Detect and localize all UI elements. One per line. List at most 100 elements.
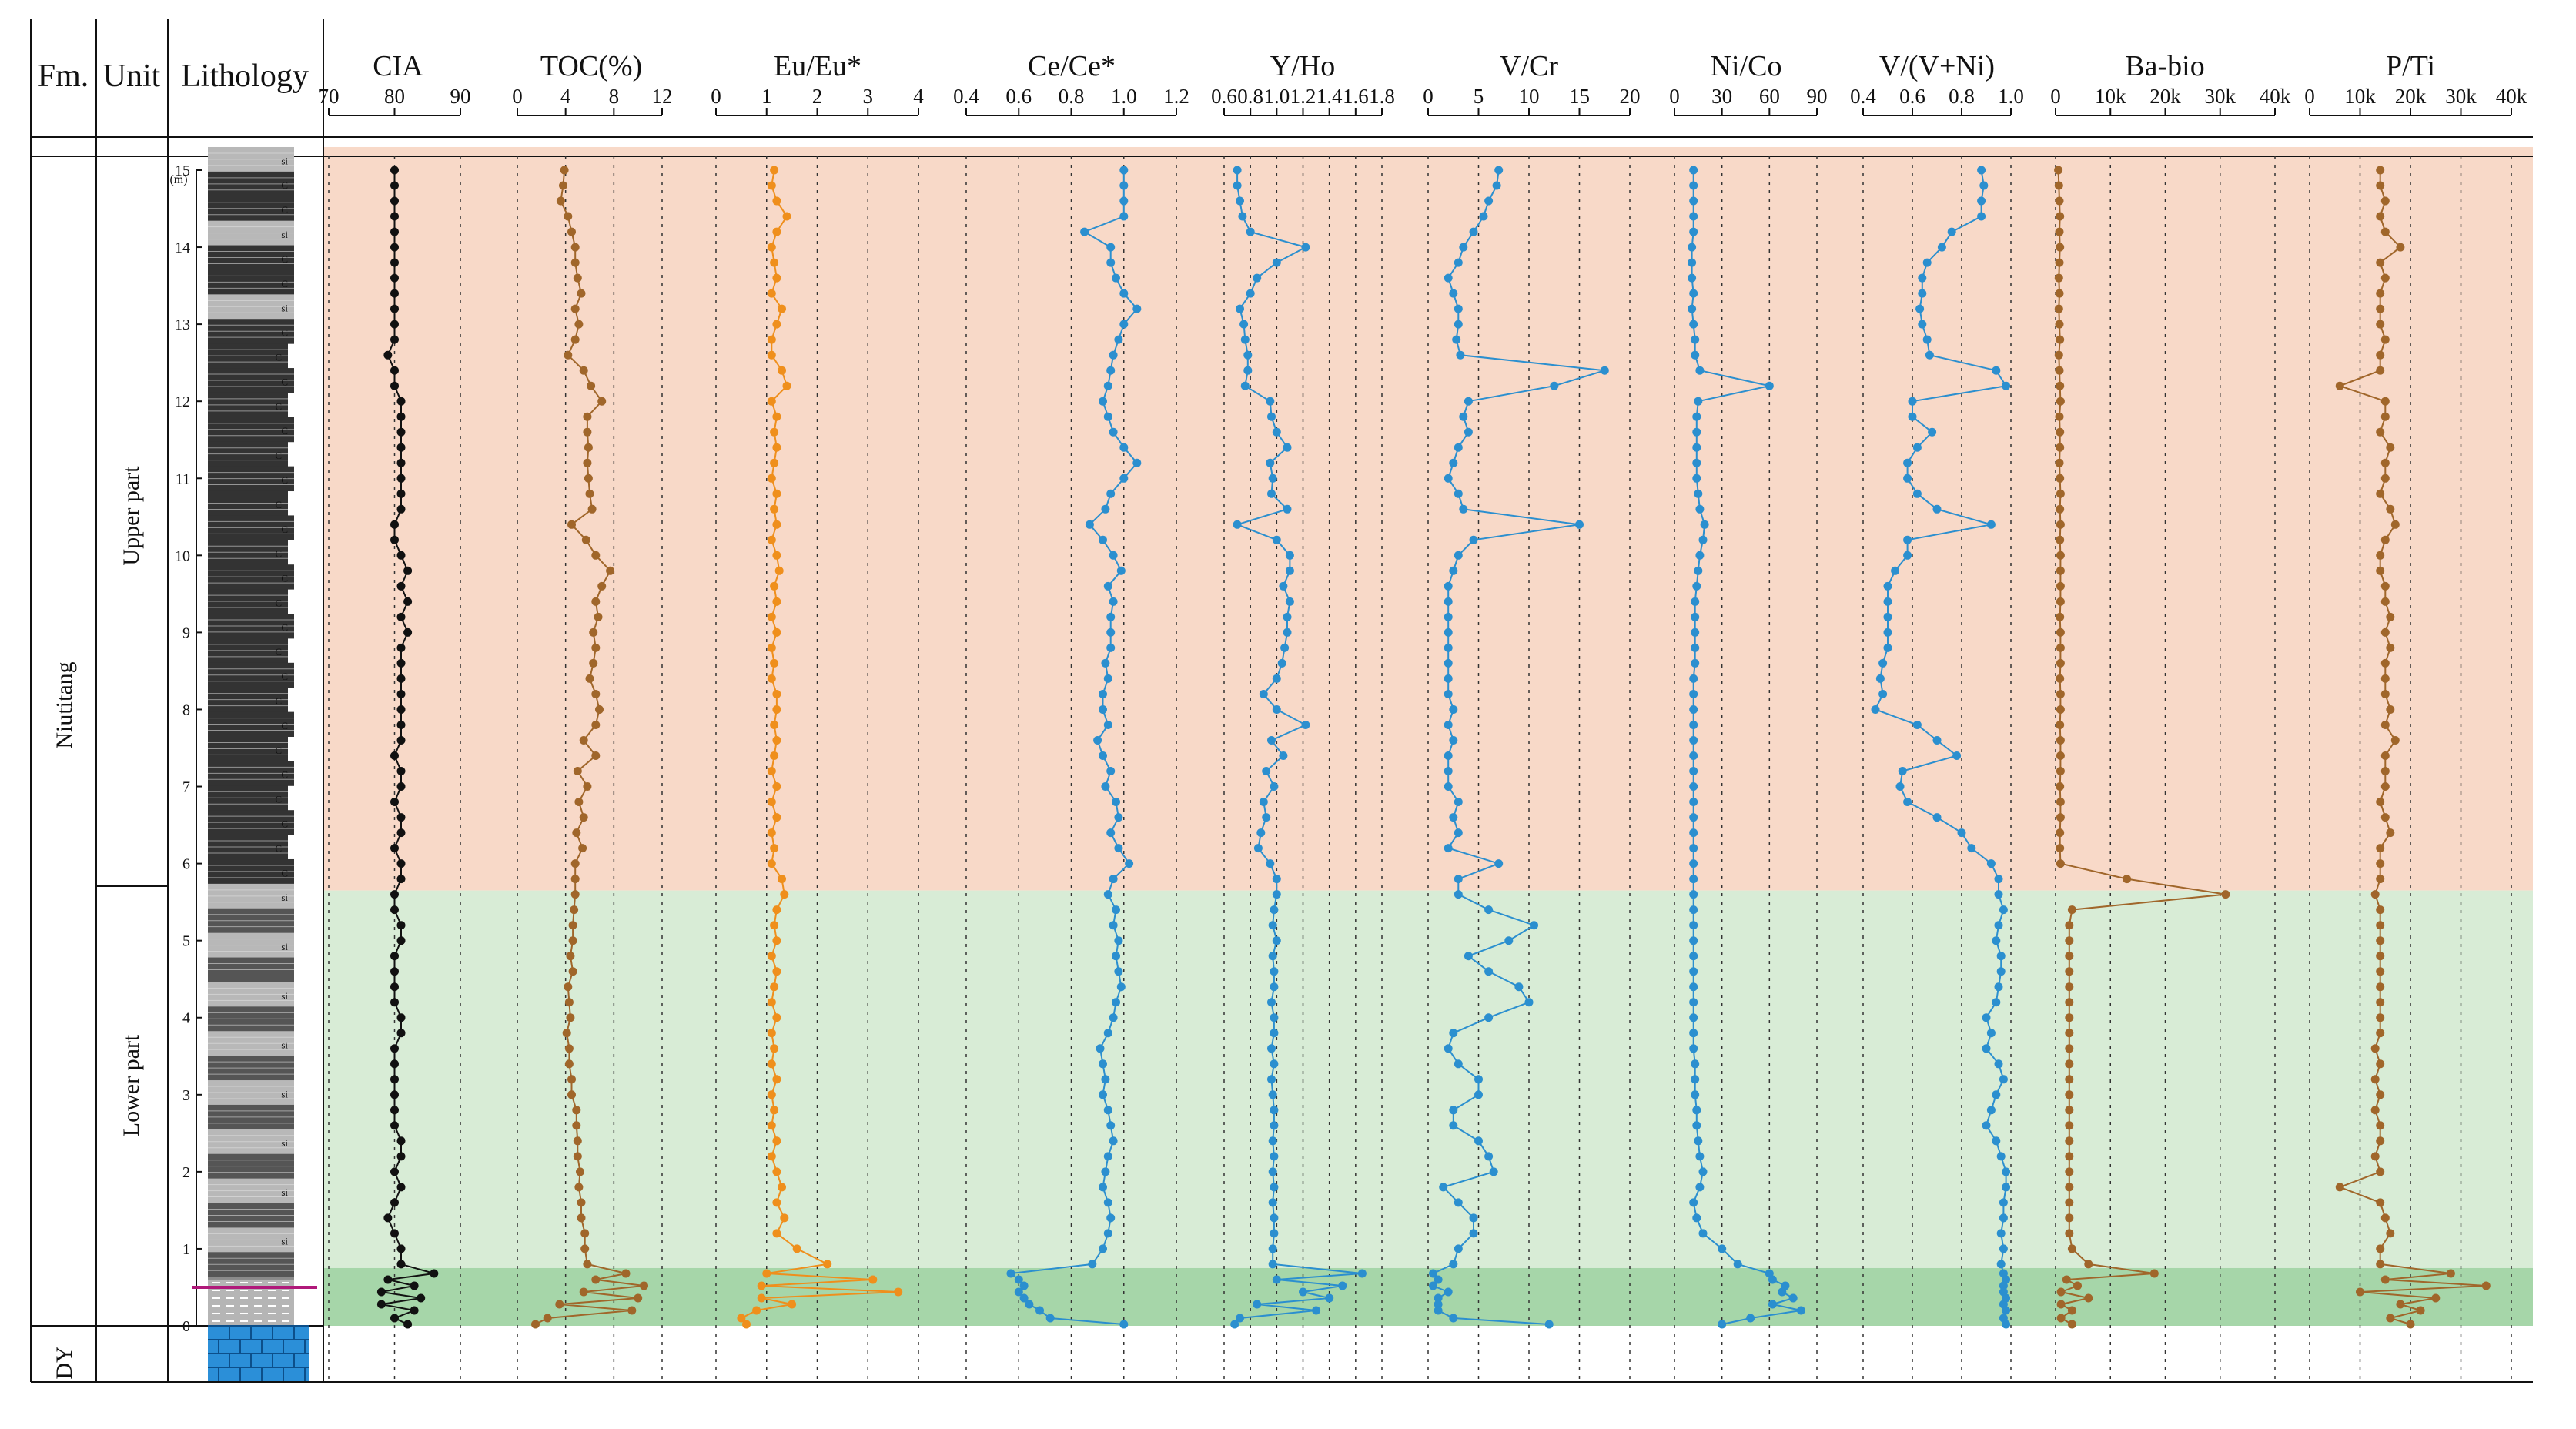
data-point <box>1243 350 1253 360</box>
lithology-label: si <box>281 155 288 166</box>
data-point <box>1285 551 1294 560</box>
data-point <box>396 1013 406 1022</box>
data-point <box>2386 443 2395 452</box>
data-point <box>578 844 587 853</box>
data-point <box>1967 844 1976 853</box>
data-point <box>2481 1281 2491 1290</box>
data-point <box>1109 597 1118 606</box>
data-point <box>1454 828 1463 838</box>
data-point <box>572 828 581 838</box>
data-point <box>2376 1198 2385 1207</box>
data-point <box>767 674 776 683</box>
series-tick-label: 15 <box>1569 85 1590 108</box>
series-tick-label: 10 <box>1519 85 1540 108</box>
data-point <box>2376 1260 2385 1269</box>
data-point <box>1106 828 1116 838</box>
data-point <box>767 335 776 344</box>
data-point <box>1099 535 1107 544</box>
data-point <box>2380 751 2390 760</box>
data-point <box>1689 736 1698 745</box>
data-point <box>1883 643 1892 652</box>
data-point <box>396 690 406 698</box>
data-point <box>2335 381 2344 390</box>
data-point <box>2356 1287 2364 1297</box>
data-point <box>1898 767 1907 775</box>
data-point <box>1106 767 1116 775</box>
data-point <box>767 350 776 360</box>
data-point <box>2396 243 2405 252</box>
fm-header: Fm. <box>38 59 89 94</box>
data-point <box>1992 366 2001 375</box>
data-point <box>390 273 399 283</box>
data-point <box>1449 289 1458 298</box>
data-point <box>1088 1260 1097 1269</box>
data-point <box>396 474 406 483</box>
data-point <box>390 952 399 961</box>
lithology-label: C <box>281 327 288 339</box>
data-point <box>1301 721 1310 729</box>
data-point <box>1019 1293 1029 1303</box>
lithology-label: C <box>281 621 288 633</box>
data-point <box>1103 890 1112 899</box>
data-point <box>570 243 580 252</box>
data-point <box>1986 520 1996 529</box>
data-point <box>1691 643 1700 652</box>
data-point <box>1270 1059 1279 1069</box>
data-point <box>1270 782 1279 791</box>
data-point <box>627 1306 637 1315</box>
lithology-label: C <box>275 597 282 608</box>
data-point <box>1099 1090 1107 1099</box>
data-point <box>566 952 575 961</box>
data-point <box>2056 597 2065 606</box>
data-point <box>2386 828 2395 838</box>
data-point <box>390 905 399 915</box>
data-point <box>2056 1314 2066 1323</box>
data-point <box>1080 227 1089 236</box>
data-point <box>570 905 579 915</box>
data-point <box>1871 705 1880 714</box>
data-point <box>2380 196 2390 206</box>
data-point <box>1268 1136 1277 1146</box>
lithology-label: C <box>281 524 288 535</box>
data-point <box>2056 397 2065 406</box>
data-point <box>767 397 776 406</box>
data-point <box>621 1269 631 1278</box>
data-point <box>1449 566 1458 575</box>
data-point <box>1718 1320 1727 1329</box>
data-point <box>403 1320 413 1329</box>
lithology-label: si <box>281 941 288 952</box>
data-point <box>772 520 781 529</box>
data-point <box>1464 397 1473 406</box>
data-point <box>792 1244 801 1253</box>
data-point <box>583 1260 592 1269</box>
data-point <box>772 489 781 498</box>
data-point <box>396 813 406 822</box>
data-point <box>1106 612 1116 621</box>
series-tick-label: 1.2 <box>1290 85 1316 108</box>
data-point <box>1689 196 1698 206</box>
data-point <box>1268 1167 1277 1176</box>
depth-tick-label: 11 <box>176 470 190 487</box>
data-point <box>1746 1314 1755 1323</box>
data-point <box>597 581 607 591</box>
lithology-label: si <box>281 1039 288 1051</box>
data-point <box>1449 1106 1458 1115</box>
data-point <box>1109 1136 1118 1146</box>
data-point <box>390 243 399 252</box>
data-point <box>1689 905 1698 915</box>
data-point <box>1240 335 1250 344</box>
data-point <box>2056 627 2065 637</box>
data-point <box>390 320 399 329</box>
data-point <box>2065 1059 2074 1069</box>
data-point <box>591 643 601 652</box>
data-point <box>770 1044 779 1053</box>
data-point <box>1444 627 1453 637</box>
data-point <box>396 458 406 467</box>
data-point <box>1957 828 1966 838</box>
data-point <box>1270 1029 1279 1038</box>
series-tick-label: 80 <box>384 85 405 108</box>
data-point <box>2416 1306 2425 1315</box>
data-point <box>1698 535 1708 544</box>
data-point <box>868 1275 878 1284</box>
data-point <box>2056 813 2065 822</box>
